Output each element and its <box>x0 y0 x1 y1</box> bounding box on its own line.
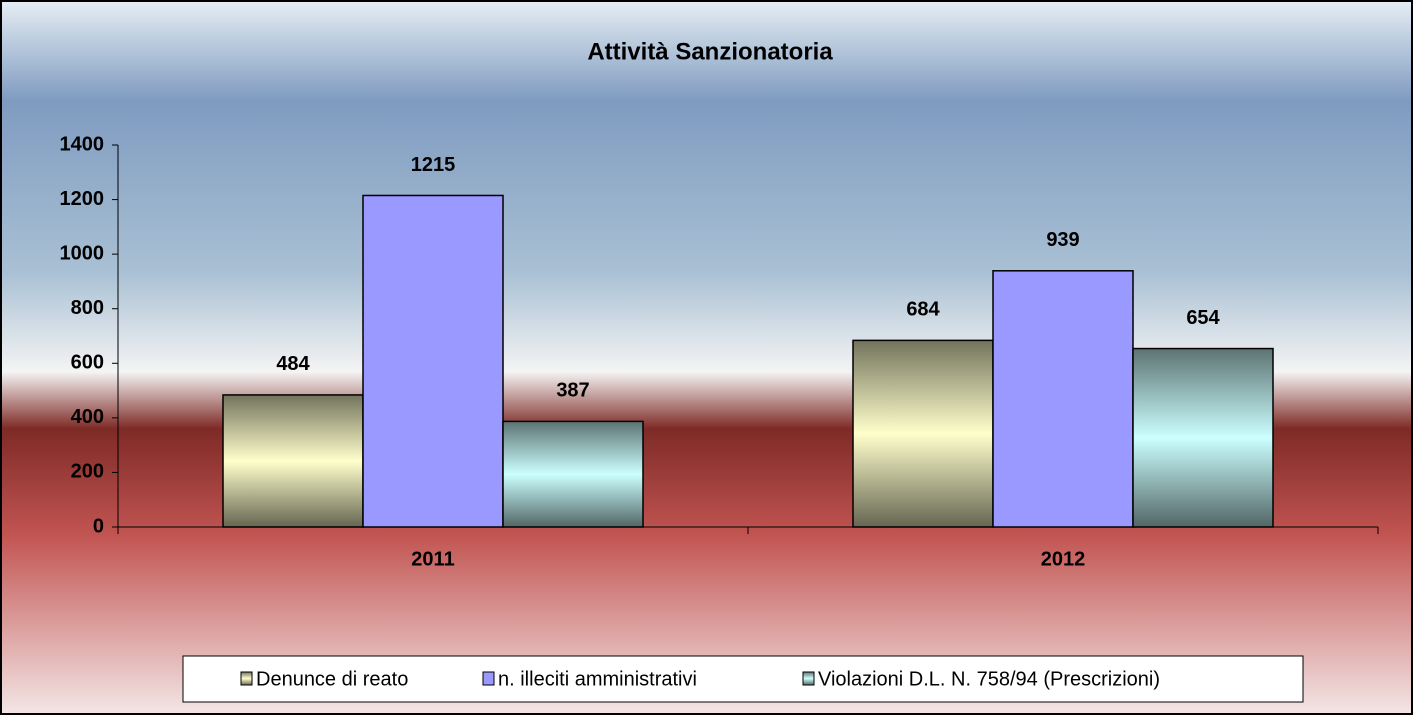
x-tick-label: 2012 <box>1041 548 1086 570</box>
legend-swatch <box>802 671 815 686</box>
bar <box>852 339 994 528</box>
data-label: 1215 <box>411 154 456 176</box>
legend-label: Violazioni D.L. N. 758/94 (Prescrizioni) <box>818 668 1160 690</box>
bar <box>1132 347 1274 528</box>
data-label: 684 <box>906 299 940 321</box>
data-label: 484 <box>276 353 310 375</box>
y-tick-label: 1000 <box>60 242 105 264</box>
bar <box>222 394 364 528</box>
legend-swatch <box>240 671 253 686</box>
y-tick-label: 0 <box>93 515 104 537</box>
y-tick-label: 400 <box>71 406 104 428</box>
y-tick-label: 1400 <box>60 133 105 155</box>
bar <box>502 420 644 528</box>
bar <box>362 194 504 528</box>
legend-swatch <box>482 671 495 686</box>
data-label: 387 <box>556 380 589 402</box>
legend-label: Denunce di reato <box>256 668 408 690</box>
legend-box <box>182 655 1304 703</box>
data-label: 654 <box>1186 307 1220 329</box>
legend-label: n. illeciti amministrativi <box>498 668 697 690</box>
x-tick-label: 2011 <box>411 548 454 570</box>
bar <box>992 270 1134 528</box>
y-tick-label: 200 <box>71 461 104 483</box>
chart-title: Attività Sanzionatoria <box>587 38 833 65</box>
y-tick-label: 800 <box>71 297 104 319</box>
y-tick-label: 1200 <box>60 188 105 210</box>
data-label: 939 <box>1046 229 1079 251</box>
y-tick-label: 600 <box>71 352 104 374</box>
